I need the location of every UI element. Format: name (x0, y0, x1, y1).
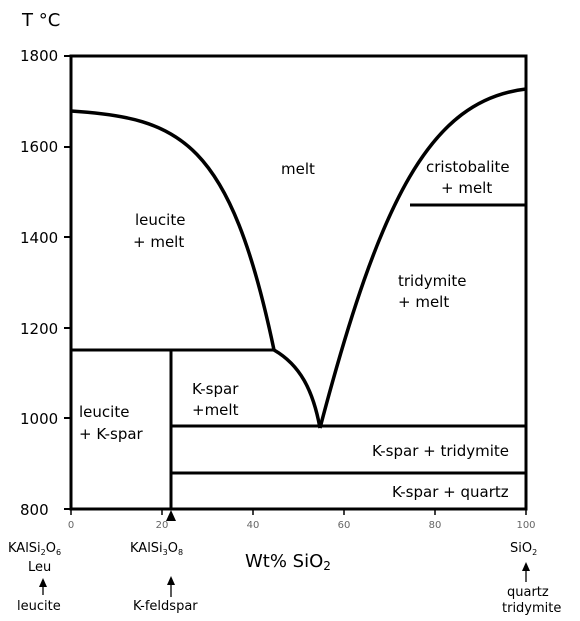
kfeldspar-composition: KAlSi3O8 K-feldspar (130, 541, 198, 614)
field-melt: melt (281, 160, 315, 178)
leucite-liquidus (71, 111, 274, 350)
x-tick-100: 100 (516, 520, 535, 531)
field-leucite-kspar-2: + K-spar (79, 425, 144, 443)
y-tick-1000: 1000 (20, 410, 58, 428)
x-tick-60: 60 (338, 520, 351, 531)
kfeldspar-arrow-icon (167, 576, 175, 585)
y-tick-1400: 1400 (20, 229, 58, 247)
silica-mineral-tridymite: tridymite (502, 601, 561, 616)
y-tick-1200: 1200 (20, 320, 58, 338)
leucite-abbr: Leu (28, 560, 51, 575)
field-kspar-tridymite: K-spar + tridymite (372, 442, 509, 460)
y-tick-1600: 1600 (20, 138, 58, 156)
field-leucite-kspar-1: leucite (79, 403, 129, 421)
silica-liquidus (320, 89, 526, 428)
y-tick-labels: 1800 1600 1400 1200 1000 800 (20, 47, 58, 519)
leucite-arrow-icon (39, 578, 47, 587)
field-cristobalite-melt-2: + melt (441, 179, 492, 197)
field-kspar-quartz: K-spar + quartz (392, 483, 509, 501)
silica-formula: SiO2 (510, 541, 537, 557)
y-tick-1800: 1800 (20, 47, 58, 65)
leucite-composition: KAlSi2O6 Leu leucite (8, 541, 61, 614)
kspar-liquidus (274, 350, 320, 428)
kfeldspar-mineral: K-feldspar (133, 599, 198, 614)
field-kspar-melt-2: +melt (192, 401, 239, 419)
field-tridymite-melt-1: tridymite (398, 272, 467, 290)
x-tick-labels: 0 20 40 60 80 100 (68, 520, 536, 531)
field-kspar-melt-1: K-spar (192, 380, 239, 398)
silica-arrow-icon (522, 562, 530, 571)
leucite-formula: KAlSi2O6 (8, 541, 61, 557)
field-tridymite-melt-2: + melt (398, 293, 449, 311)
silica-mineral-quartz: quartz (507, 585, 549, 600)
x-axis-label: Wt% SiO2 (245, 551, 331, 573)
kfeldspar-axis-arrow (166, 510, 176, 521)
y-tick-800: 800 (20, 501, 49, 519)
y-axis-label: T °C (21, 10, 60, 31)
kfeldspar-formula: KAlSi3O8 (130, 541, 183, 557)
field-leucite-melt-1: leucite (135, 211, 185, 229)
x-tick-40: 40 (247, 520, 260, 531)
x-tick-0: 0 (68, 520, 74, 531)
x-tick-20: 20 (156, 520, 169, 531)
leucite-mineral: leucite (17, 599, 61, 614)
field-cristobalite-melt-1: cristobalite (426, 158, 510, 176)
field-leucite-melt-2: + melt (133, 233, 184, 251)
x-tick-80: 80 (429, 520, 442, 531)
silica-composition: SiO2 quartz tridymite (502, 541, 561, 616)
